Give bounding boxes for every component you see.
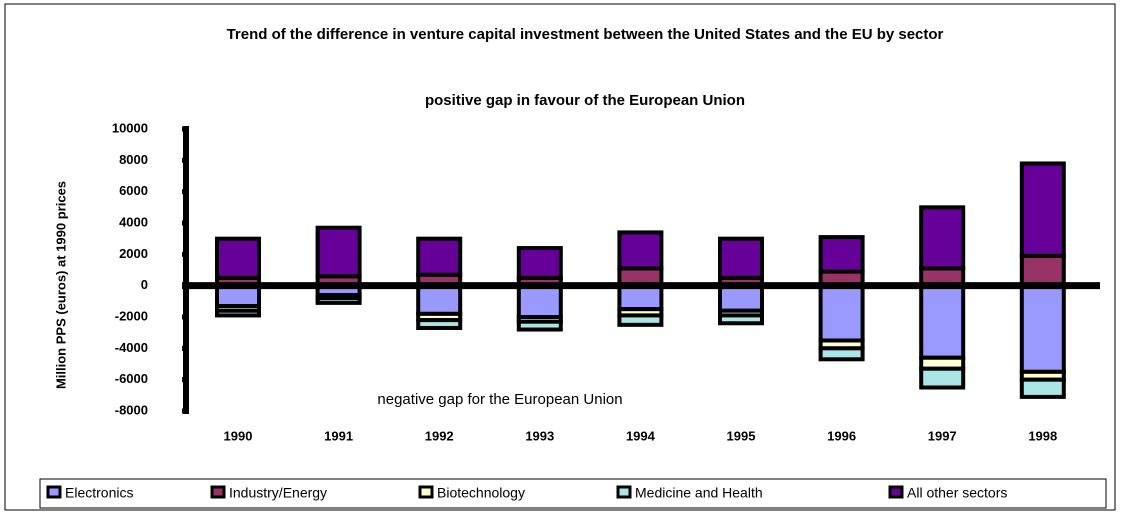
x-tick-label: 1991 <box>324 428 353 443</box>
y-tick-label: -8000 <box>115 402 148 417</box>
bar-segment <box>215 236 261 280</box>
legend-label: Biotechnology <box>437 485 525 501</box>
y-tick-label: -2000 <box>115 308 148 323</box>
legend-swatch <box>418 485 434 499</box>
legend-label: Industry/Energy <box>229 485 327 501</box>
bar-segment <box>416 318 463 330</box>
bar-segment <box>617 283 664 312</box>
bar-segment <box>1019 283 1066 374</box>
legend-label: All other sectors <box>907 485 1007 501</box>
bar-segment <box>718 313 764 326</box>
y-tick-label: -4000 <box>115 340 148 355</box>
x-tick-label: 1993 <box>525 428 554 443</box>
bar-segment <box>416 236 463 277</box>
bar-segment <box>315 296 362 305</box>
bar-segment <box>516 319 563 332</box>
bar-segment <box>718 283 764 313</box>
y-tick-label: 2000 <box>119 246 148 261</box>
legend-swatch <box>888 485 904 499</box>
legend-label: Electronics <box>65 485 133 501</box>
bar-segment <box>818 283 865 343</box>
legend-swatch <box>46 485 62 499</box>
bar-segment <box>818 235 865 274</box>
x-tick-label: 1997 <box>928 428 957 443</box>
x-tick-label: 1990 <box>224 428 253 443</box>
chart-title: Trend of the difference in venture capit… <box>226 26 944 43</box>
bar-segment <box>617 313 664 327</box>
y-tick-label: -6000 <box>115 371 148 386</box>
y-tick-label: 8000 <box>119 152 148 167</box>
legend-swatch <box>210 485 226 499</box>
annotation: negative gap for the European Union <box>377 391 622 408</box>
bar-segment <box>1019 161 1066 258</box>
annotation: positive gap in favour of the European U… <box>425 92 745 109</box>
bar-segment <box>919 205 966 271</box>
bar-segment <box>818 346 865 362</box>
chart-border <box>4 3 1116 511</box>
bar-segment <box>919 283 966 360</box>
y-tick-label: 4000 <box>119 214 148 229</box>
y-tick-label: 6000 <box>119 183 148 198</box>
x-tick-label: 1994 <box>626 428 656 443</box>
bar-segment <box>718 236 764 280</box>
y-axis-label: Million PPS (euros) at 1990 prices <box>53 181 68 389</box>
bar-segment <box>416 283 463 316</box>
y-tick-label: 10000 <box>112 120 148 135</box>
bar-segment <box>1019 253 1066 288</box>
bar-segment <box>516 246 563 280</box>
bar-segment <box>617 230 664 271</box>
bar-segment <box>1019 377 1066 399</box>
legend-label: Medicine and Health <box>635 485 763 501</box>
legend-swatch <box>616 485 632 499</box>
x-tick-label: 1998 <box>1028 428 1057 443</box>
bar-segment <box>215 308 261 318</box>
y-tick-label: 0 <box>141 277 148 292</box>
x-tick-label: 1995 <box>727 428 756 443</box>
bar-segment <box>919 366 966 390</box>
x-tick-label: 1996 <box>827 428 856 443</box>
x-tick-label: 1992 <box>425 428 454 443</box>
bar-segment <box>315 225 362 279</box>
bar-segment <box>516 283 563 319</box>
